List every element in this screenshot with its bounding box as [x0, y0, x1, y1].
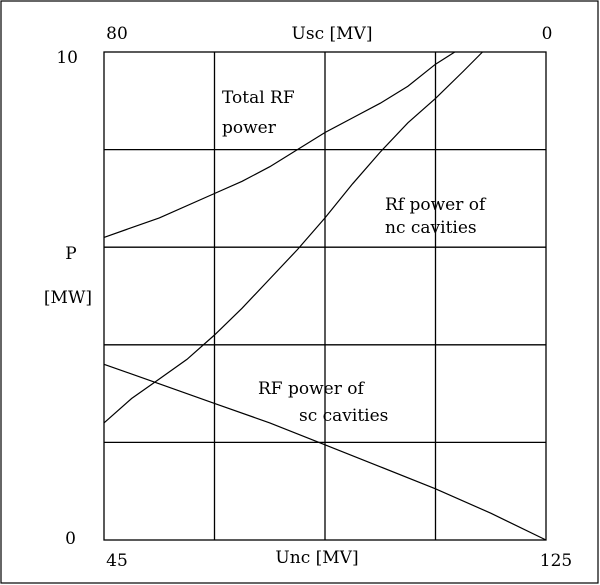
top-tick-left: 80	[106, 24, 128, 44]
y-axis-label-symbol: P	[65, 244, 76, 264]
series-label-nc-line1: Rf power of	[385, 195, 487, 215]
y-tick-top: 10	[56, 48, 78, 68]
bottom-axis-label: Unc [MV]	[275, 548, 358, 568]
plot-curves	[103, 51, 547, 541]
curve-total-rf-power	[103, 51, 456, 238]
series-label-sc-line2: sc cavities	[299, 406, 388, 426]
series-label-total-line1: Total RF	[222, 88, 295, 108]
bottom-tick-right: 125	[540, 551, 572, 571]
series-label-sc-line1: RF power of	[258, 379, 365, 399]
series-label-total-line2: power	[222, 118, 277, 138]
top-tick-right: 0	[542, 24, 553, 44]
curve-sc-cavities-power	[103, 363, 547, 541]
curve-nc-cavities-power	[103, 51, 483, 424]
y-axis-label-unit: [MW]	[44, 288, 92, 308]
top-axis-label: Usc [MV]	[292, 24, 373, 44]
series-label-nc-line2: nc cavities	[385, 218, 477, 238]
bottom-tick-left: 45	[106, 551, 128, 571]
y-tick-bottom: 0	[65, 529, 76, 549]
plot-grid	[103, 51, 547, 541]
